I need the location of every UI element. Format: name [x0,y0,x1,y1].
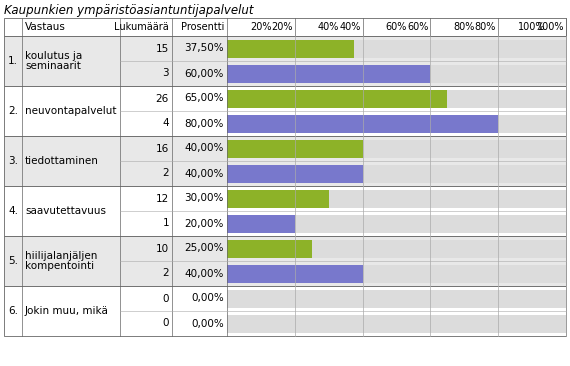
Text: 6.: 6. [8,306,18,316]
Text: 4: 4 [162,119,169,128]
Text: neuvontapalvelut: neuvontapalvelut [25,106,116,116]
Text: saavutettavuus: saavutettavuus [25,206,106,216]
Text: 40,00%: 40,00% [185,168,224,179]
Text: 5.: 5. [8,256,18,266]
Bar [227,214,295,232]
Text: 1.: 1. [8,56,18,66]
Bar [227,64,430,82]
Text: hiilijalanjäljen: hiilijalanjäljen [25,251,97,261]
Text: 100%: 100% [518,22,546,32]
Text: 26: 26 [156,93,169,104]
Text: 30,00%: 30,00% [185,194,224,203]
Bar [227,239,566,258]
Bar [227,190,329,208]
Bar [227,90,566,108]
Text: koulutus ja: koulutus ja [25,51,82,61]
Text: Prosentti: Prosentti [181,22,224,32]
Bar [4,18,566,36]
Text: 80%: 80% [454,22,475,32]
Bar [227,139,566,157]
Bar [227,265,566,283]
Bar [227,115,566,132]
Text: 0,00%: 0,00% [192,318,224,329]
Bar [4,86,566,136]
Text: 60%: 60% [386,22,407,32]
Bar [227,214,566,232]
Text: 4.: 4. [8,206,18,216]
Bar [227,90,447,108]
Text: 16: 16 [156,143,169,153]
Text: 80%: 80% [475,22,496,32]
Text: 0: 0 [162,318,169,329]
Text: 80,00%: 80,00% [185,119,224,128]
Text: tiedottaminen: tiedottaminen [25,156,99,166]
Text: 60%: 60% [407,22,429,32]
Text: Kaupunkien ympäristöasiantuntijapalvelut: Kaupunkien ympäristöasiantuntijapalvelut [4,4,254,17]
Text: 60,00%: 60,00% [185,68,224,78]
Bar [227,164,566,183]
Text: 3.: 3. [8,156,18,166]
Text: Lukumäärä: Lukumäärä [114,22,169,32]
Text: 40,00%: 40,00% [185,143,224,153]
Bar [227,64,566,82]
Text: 2: 2 [162,168,169,179]
Text: 100%: 100% [536,22,564,32]
Bar [227,190,566,208]
Text: 20%: 20% [271,22,293,32]
Text: 40%: 40% [339,22,361,32]
Text: 65,00%: 65,00% [185,93,224,104]
Text: 37,50%: 37,50% [184,44,224,53]
Bar [227,164,363,183]
Text: seminaarit: seminaarit [25,61,81,71]
Text: kompentointi: kompentointi [25,261,94,271]
Bar [227,115,498,132]
Text: 40%: 40% [318,22,339,32]
Bar [4,236,566,286]
Bar [227,290,566,307]
Text: 12: 12 [156,194,169,203]
Bar [227,139,363,157]
Text: Vastaus: Vastaus [25,22,66,32]
Text: 0,00%: 0,00% [192,294,224,303]
Text: 40,00%: 40,00% [185,269,224,279]
Text: 3: 3 [162,68,169,78]
Text: 1: 1 [162,219,169,228]
Text: 2.: 2. [8,106,18,116]
Bar [227,40,354,57]
Text: 20%: 20% [250,22,272,32]
Bar [4,36,566,86]
Bar [227,40,566,57]
Text: Jokin muu, mikä: Jokin muu, mikä [25,306,109,316]
Bar [4,186,566,236]
Text: 2: 2 [162,269,169,279]
Text: 0: 0 [162,294,169,303]
Text: 25,00%: 25,00% [185,243,224,254]
Text: 10: 10 [156,243,169,254]
Text: 15: 15 [156,44,169,53]
Bar [227,239,312,258]
Bar [4,286,566,336]
Bar [227,314,566,332]
Bar [227,265,363,283]
Bar [4,136,566,186]
Text: 20,00%: 20,00% [185,219,224,228]
